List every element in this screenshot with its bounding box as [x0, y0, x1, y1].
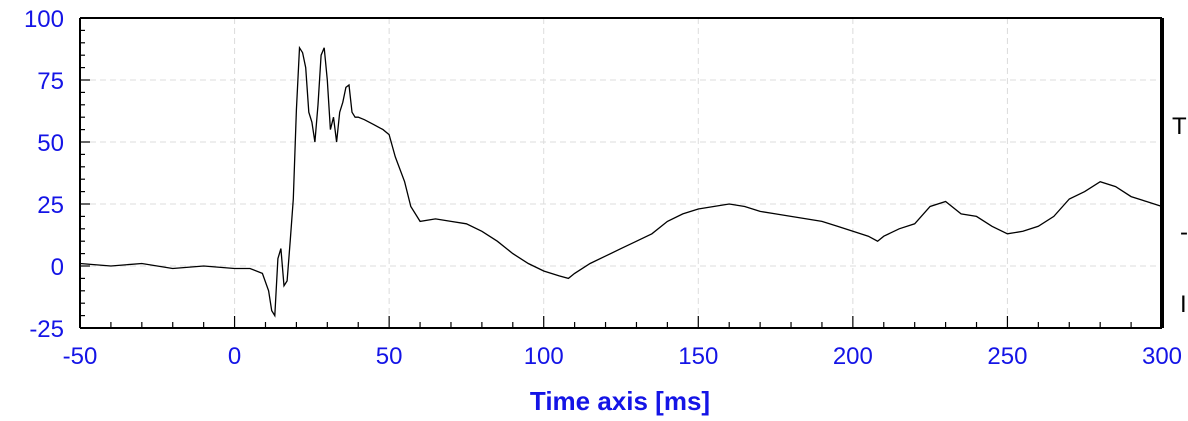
y-tick-label: -25: [29, 316, 64, 343]
grid-lines: [80, 18, 1162, 328]
x-tick-label: 100: [524, 343, 564, 370]
y-tick-label: 50: [37, 130, 64, 157]
legend-text-1: -: [1180, 219, 1188, 246]
x-tick-label: 50: [376, 343, 403, 370]
y-tick-label: 0: [51, 254, 64, 281]
series-layer: [79, 45, 1163, 318]
x-tick-label: 300: [1142, 343, 1182, 370]
y-tick-label: 25: [37, 192, 64, 219]
x-tick-label: 0: [228, 343, 241, 370]
tick-marks: [79, 17, 1163, 329]
y-tick-label: 100: [24, 6, 64, 33]
y-tick-label: 75: [37, 68, 64, 95]
legend-text-2: I: [1180, 291, 1187, 318]
tick-labels: -50 0 50 100 150 200 250 300 -25 0 25 50 75 100: [24, 6, 1182, 370]
legend-text-0: T: [1172, 113, 1187, 140]
legend-box: T - I: [1172, 113, 1188, 318]
x-tick-label: 200: [833, 343, 873, 370]
plot-frame: [79, 17, 1164, 329]
x-axis-title: Time axis [ms]: [530, 386, 710, 416]
x-tick-label: 150: [678, 343, 718, 370]
x-tick-label: -50: [63, 343, 98, 370]
x-tick-label: 250: [987, 343, 1027, 370]
series-line-0: [79, 45, 1163, 318]
